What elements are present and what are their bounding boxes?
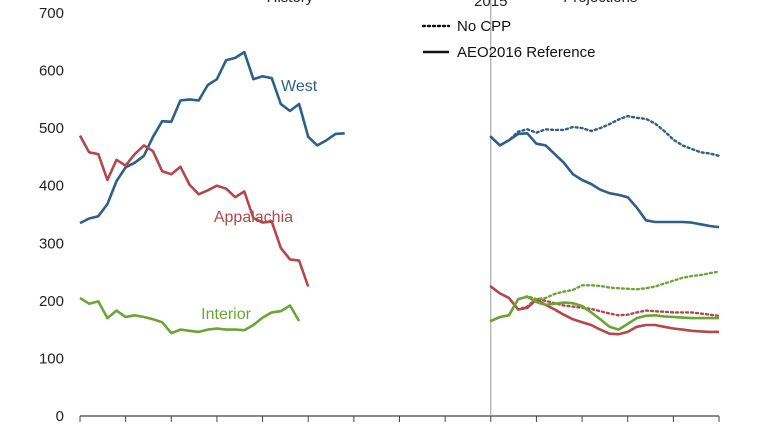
y-tick-label: 0	[56, 408, 64, 425]
y-tick-label: 200	[39, 293, 64, 310]
west-history-line	[79, 50, 345, 225]
appalachia-series-label: Appalachia	[214, 209, 293, 226]
y-tick-label: 300	[39, 235, 64, 252]
legend-label-dotted: No CPP	[457, 18, 511, 35]
series-labels: West Appalachia Interior	[201, 78, 318, 323]
west-series-label: West	[281, 78, 318, 95]
west-no-cpp-line	[489, 114, 721, 157]
axes	[79, 415, 720, 422]
series-lines	[78, 50, 721, 336]
y-tick-label: 600	[39, 63, 64, 80]
appalachia-reference-line	[490, 285, 719, 336]
legend: No CPP AEO2016 Reference	[421, 18, 595, 61]
interior-series-label: Interior	[201, 306, 251, 323]
history-label: History	[267, 0, 314, 6]
y-tick-label: 500	[39, 120, 64, 137]
y-axis-ticks: 0 100 200 300 400 500 600 700	[39, 5, 64, 425]
appalachia-history-line	[78, 134, 310, 287]
y-tick-label: 700	[39, 5, 64, 22]
top-labels: History2015Projections	[267, 0, 638, 10]
interior-reference-line	[490, 295, 719, 331]
west-reference-line	[489, 132, 720, 229]
y-tick-label: 100	[39, 350, 64, 367]
interior-history-line	[79, 296, 301, 335]
projections-label: Projections	[563, 0, 637, 6]
appalachia-no-cpp-line	[489, 285, 721, 317]
y-tick-label: 400	[39, 178, 64, 195]
legend-label-solid: AEO2016 Reference	[457, 44, 595, 61]
